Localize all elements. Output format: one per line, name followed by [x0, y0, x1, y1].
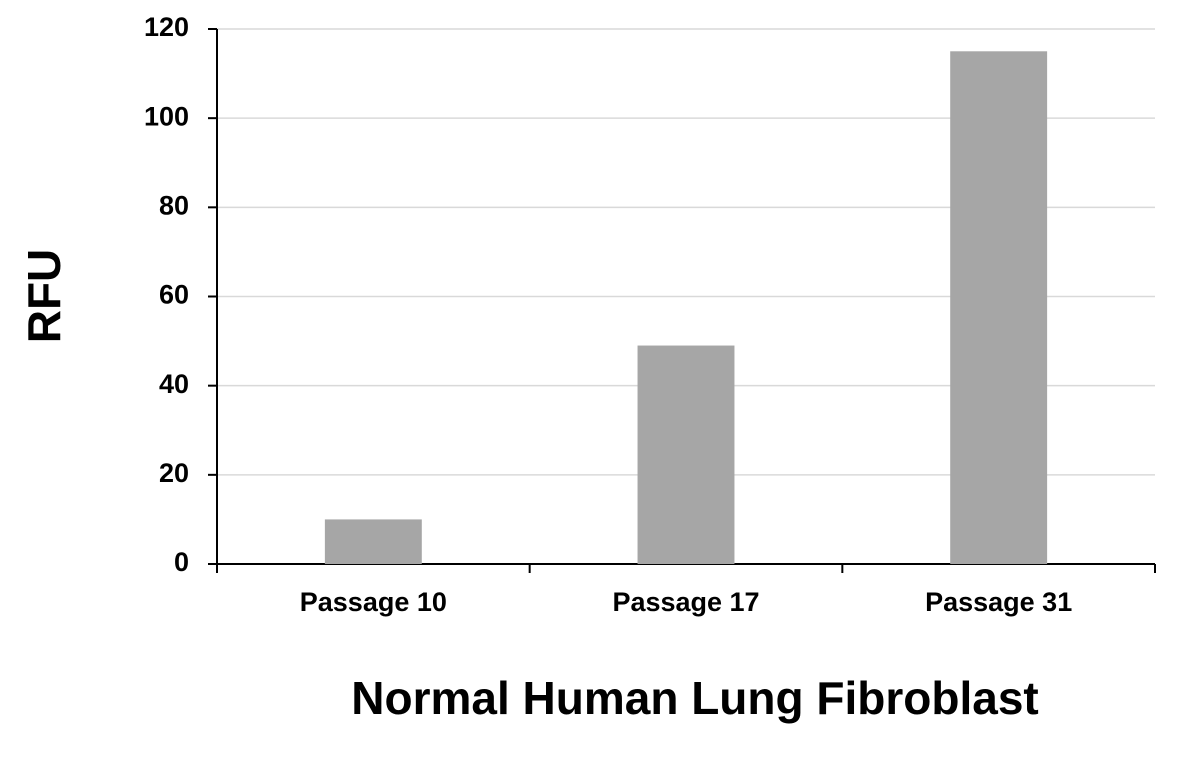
bar: [637, 345, 735, 564]
x-tick-label: Passage 31: [925, 587, 1072, 617]
x-tick-label: Passage 10: [300, 587, 447, 617]
bar: [324, 519, 422, 564]
y-tick-label: 80: [159, 190, 189, 220]
bar: [950, 51, 1048, 564]
y-tick-label: 20: [159, 458, 189, 488]
y-tick-label: 0: [174, 547, 189, 577]
x-tick-label: Passage 17: [612, 587, 759, 617]
y-tick-label: 120: [144, 12, 189, 42]
x-axis-label: Normal Human Lung Fibroblast: [351, 672, 1038, 724]
y-axis-label: RFU: [18, 249, 70, 344]
y-tick-label: 40: [159, 369, 189, 399]
y-tick-label: 60: [159, 280, 189, 310]
y-tick-label: 100: [144, 101, 189, 131]
